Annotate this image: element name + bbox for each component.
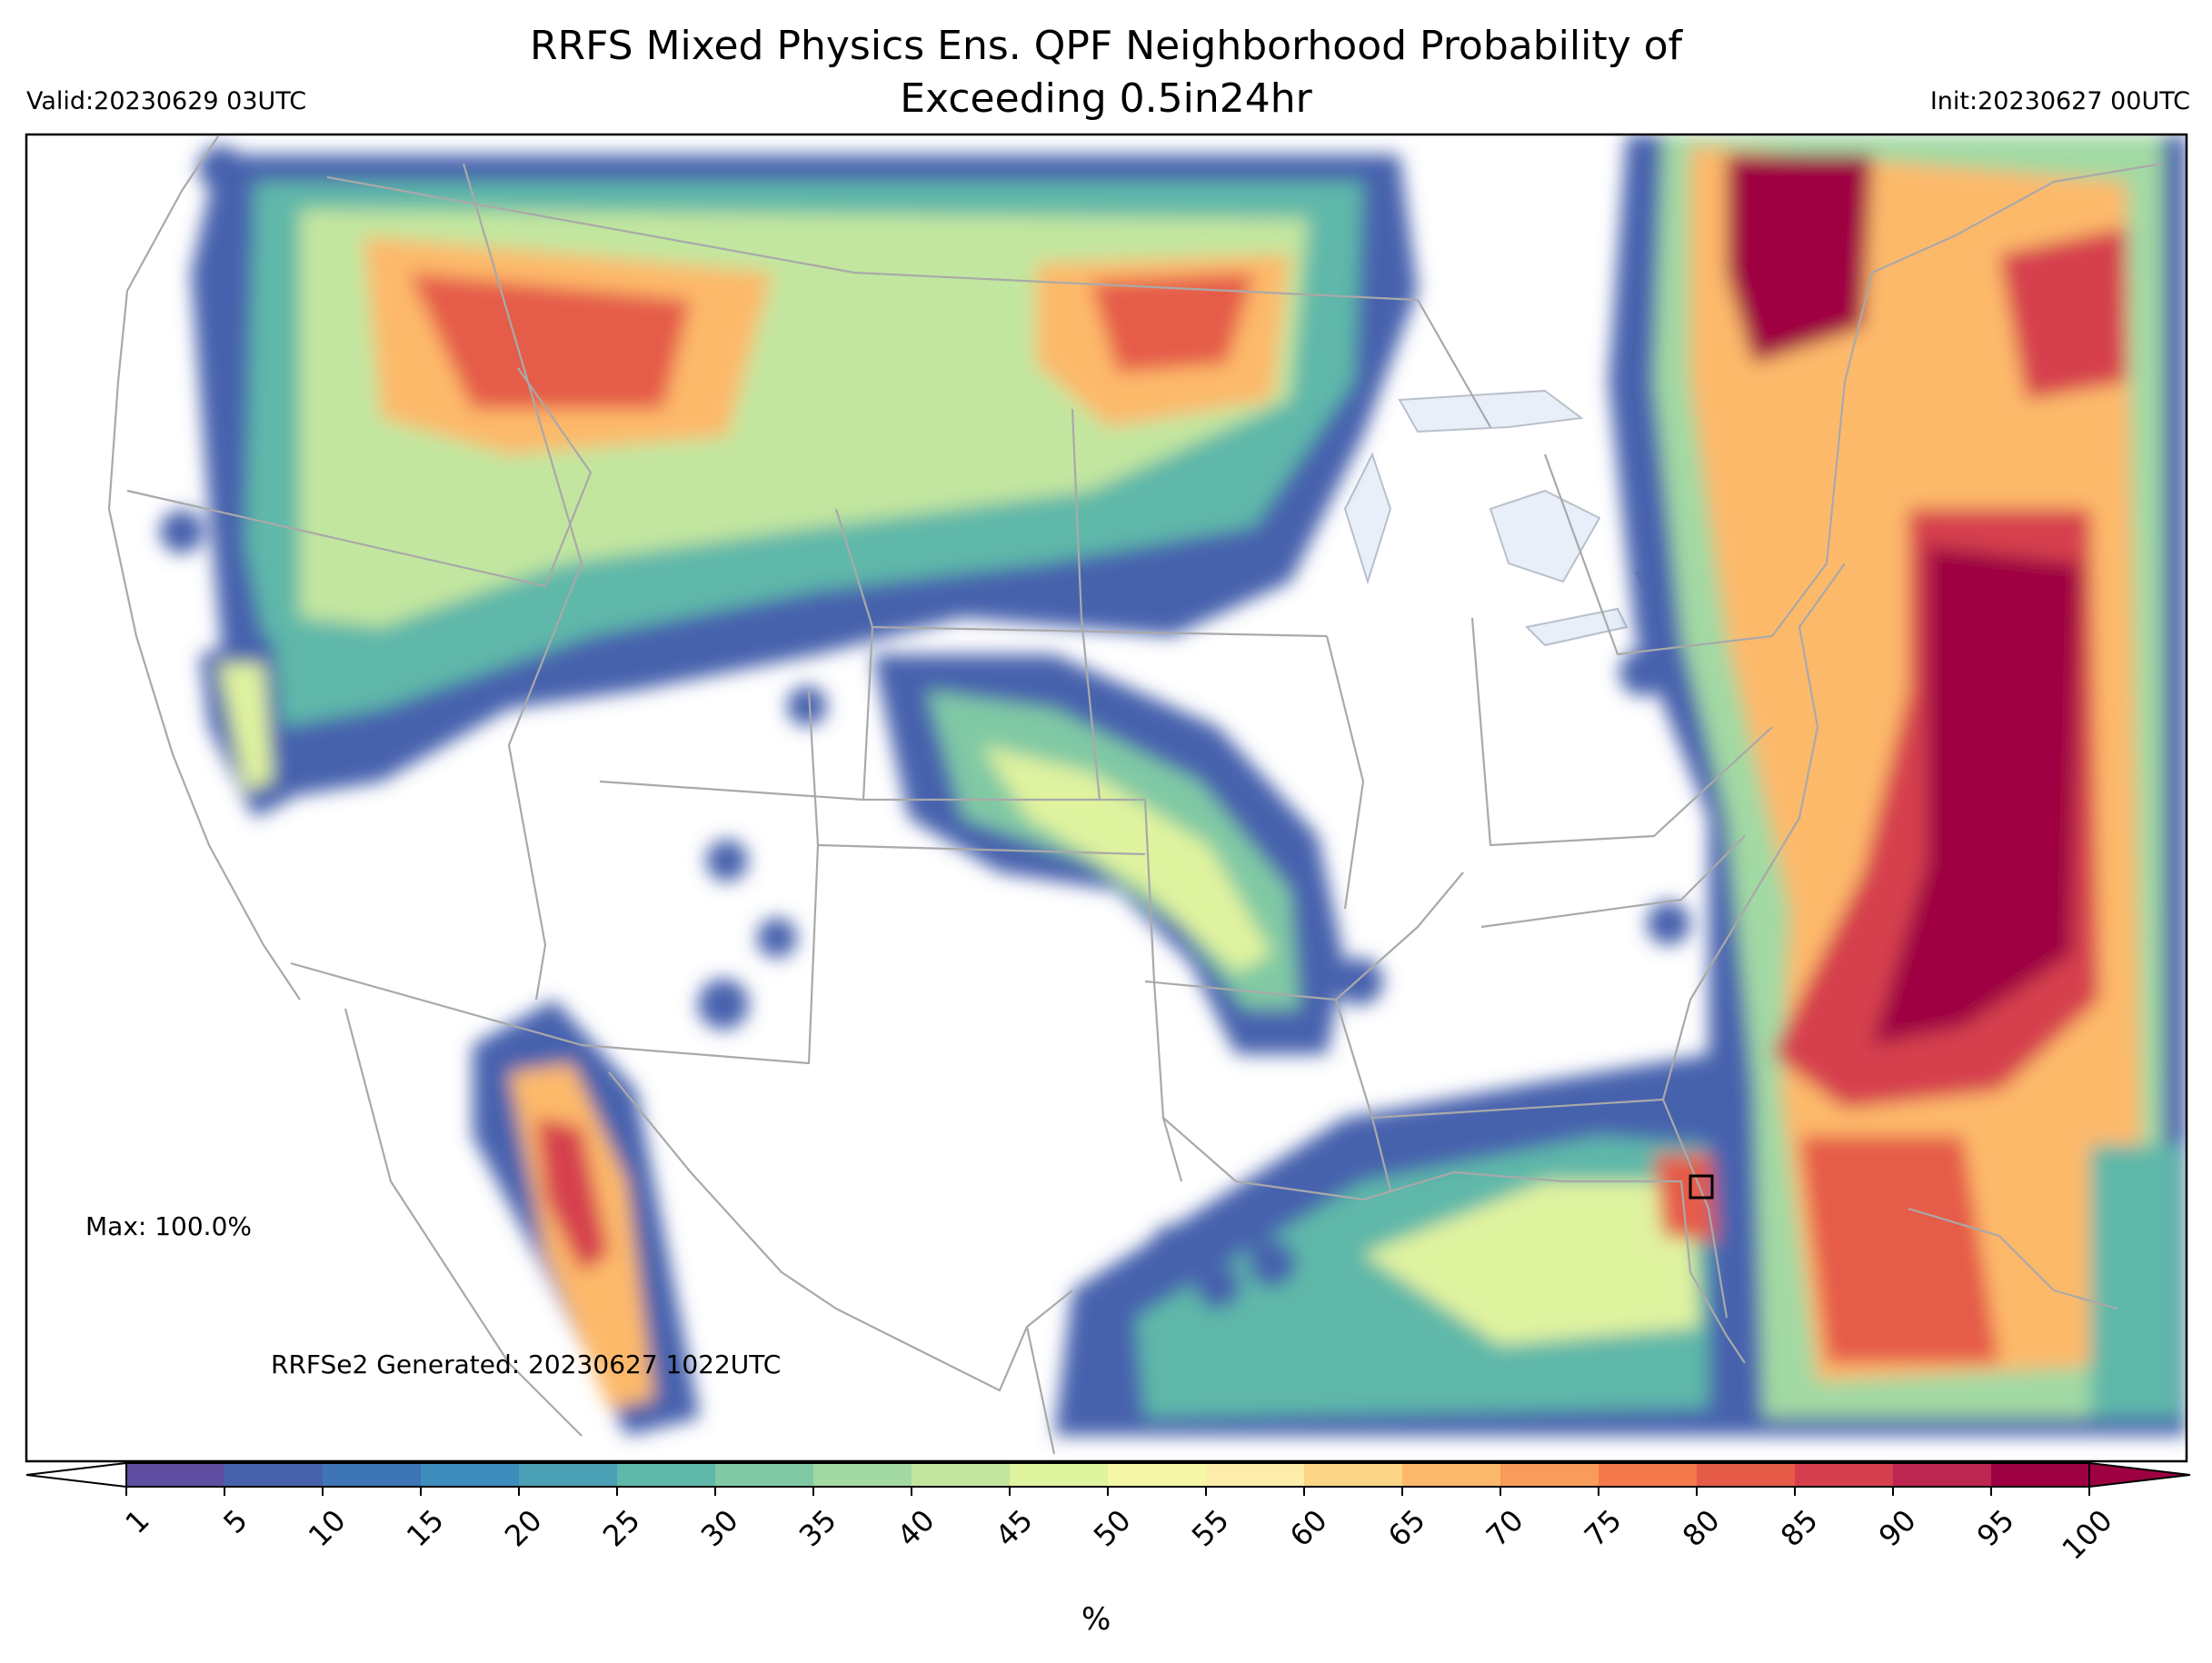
max-value-label: Max: 100.0% <box>85 1211 252 1241</box>
colorbar-segment <box>323 1463 422 1487</box>
colorbar-segment <box>1206 1463 1305 1487</box>
colorbar-over-arrow <box>2088 1461 2191 1489</box>
gulf-coast <box>1235 1170 1746 1364</box>
lake-huron <box>1489 489 1601 583</box>
colorbar-tick-label: 70 <box>1480 1503 1530 1554</box>
colorbar-tick-label: 60 <box>1283 1503 1334 1554</box>
colorbar-segment <box>1991 1463 2090 1487</box>
colorbar-tick-label: 20 <box>498 1503 549 1554</box>
state-borders <box>107 135 2164 1455</box>
colorbar-tick-label: 85 <box>1774 1503 1825 1554</box>
colorbar-tick-label: 50 <box>1087 1503 1138 1554</box>
colorbar-tick-label: 25 <box>596 1503 647 1554</box>
lake-michigan <box>1343 452 1392 585</box>
max-location-marker <box>1689 1174 1714 1200</box>
pacific-coast-north <box>126 135 219 292</box>
colorbar-tick-label: 15 <box>400 1503 451 1554</box>
colorbar-tick-label: 45 <box>989 1503 1040 1554</box>
colorbar-segment <box>1304 1463 1403 1487</box>
colorbar-unit-label: % <box>1081 1601 1111 1638</box>
colorbar-tick-label: 75 <box>1578 1503 1629 1554</box>
colorbar-segment <box>126 1463 225 1487</box>
colorbar-segment <box>617 1463 716 1487</box>
colorbar-tick-label: 10 <box>302 1503 353 1554</box>
colorbar-tick-label: 80 <box>1676 1503 1727 1554</box>
colorbar-segment <box>1402 1463 1501 1487</box>
title-line-1: RRFS Mixed Physics Ens. QPF Neighborhood… <box>529 23 1683 69</box>
colorbar-segment <box>519 1463 618 1487</box>
colorbar-tick-label: 40 <box>891 1503 942 1554</box>
colorbar-tick-label: 5 <box>216 1503 254 1540</box>
colorbar-ticks: 1 5 10 15 20 25 30 35 40 45 50 55 60 65 70 75 80 85 90 95 10… <box>118 1487 2119 1567</box>
lake-erie <box>1524 607 1629 647</box>
colorbar-tick-label: 30 <box>694 1503 745 1554</box>
colorbar-tick-label: 55 <box>1185 1503 1236 1554</box>
colorbar-segment <box>224 1463 324 1487</box>
init-time-label: Init:20230627 00UTC <box>1929 87 2190 115</box>
colorbar-segment <box>1500 1463 1599 1487</box>
colorbar-frame <box>125 1462 2090 1488</box>
colorbar-segment <box>421 1463 520 1487</box>
map-frame <box>25 133 2188 1463</box>
colorbar-tick-label: 100 <box>2056 1503 2119 1567</box>
colorbar-segments <box>126 1463 2090 1487</box>
colorbar-segment <box>1010 1463 1109 1487</box>
generated-label: RRFSe2 Generated: 20230627 1022UTC <box>271 1349 782 1379</box>
colorbar-segment <box>715 1463 814 1487</box>
us-canada-border <box>326 175 1419 302</box>
colorbar-segment <box>1893 1463 1992 1487</box>
colorbar-tick-label: 1 <box>118 1503 155 1540</box>
colorbar-segment <box>912 1463 1011 1487</box>
probability-field <box>160 134 2187 1436</box>
colorbar-tick-label: 35 <box>792 1503 843 1554</box>
colorbar-segment <box>1108 1463 1207 1487</box>
valid-time-label: Valid:20230629 03UTC <box>26 87 307 115</box>
colorbar-tick-label: 65 <box>1381 1503 1432 1554</box>
colorbar-segment <box>1599 1463 1698 1487</box>
lake-superior <box>1398 389 1584 433</box>
colorbar-tick-label: 95 <box>1970 1503 2021 1554</box>
colorbar-segment <box>813 1463 912 1487</box>
colorbar-under-arrow <box>25 1461 127 1489</box>
or-id-border <box>126 367 593 588</box>
colorbar-segment <box>1697 1463 1796 1487</box>
colorbar-segment <box>1795 1463 1894 1487</box>
map-title: RRFS Mixed Physics Ens. QPF Neighborhood… <box>0 20 2212 125</box>
colorbar-tick-label: 90 <box>1872 1503 1923 1554</box>
title-line-2: Exceeding 0.5in24hr <box>900 75 1312 122</box>
